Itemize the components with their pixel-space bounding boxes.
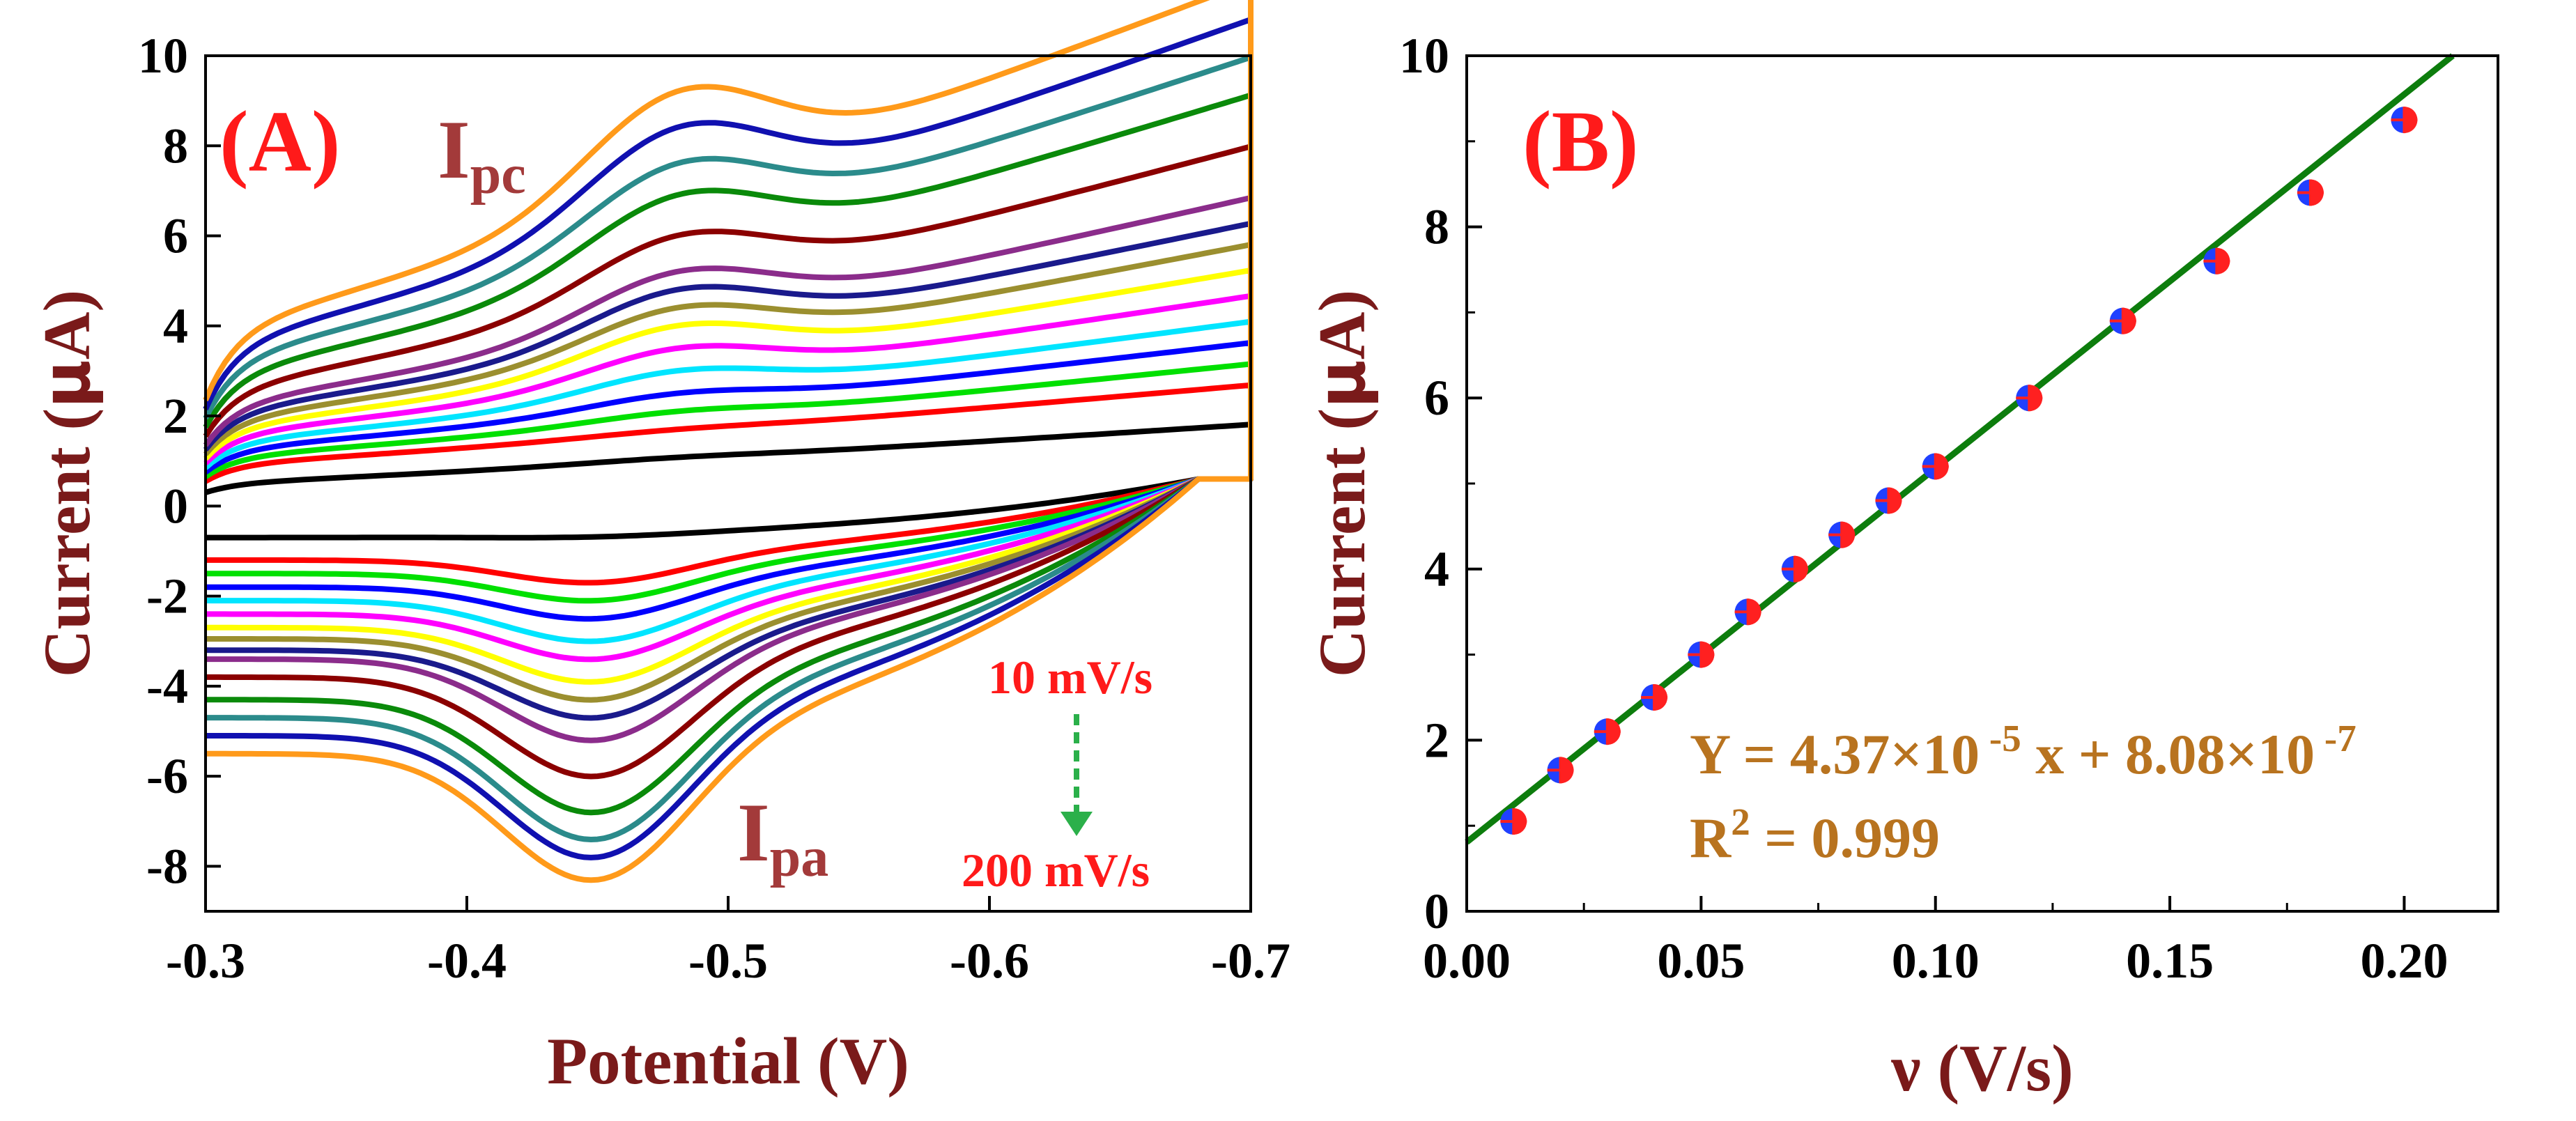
- panel-a-plot-frame: [204, 54, 1252, 913]
- data-point: [1547, 757, 1574, 784]
- y-tick-label: 6: [163, 208, 188, 264]
- fit-r-squared: R2 = 0.999: [1690, 801, 1940, 869]
- data-point: [1828, 521, 1856, 548]
- panel-b-x-ticks: 0.00 0.05 0.10 0.15 0.20: [1423, 896, 2448, 989]
- x-tick-label: 0.05: [1657, 933, 1745, 989]
- data-point: [1734, 598, 1761, 626]
- x-tick-label: -0.4: [427, 933, 507, 989]
- x-tick-label: -0.3: [166, 933, 245, 989]
- x-tick-label: 0.20: [2360, 933, 2448, 989]
- panel-b-y-ticks: 0 2 4 6 8 10: [1399, 28, 1482, 939]
- x-tick-label: 0.10: [1892, 933, 1980, 989]
- y-tick-label: 2: [1424, 712, 1449, 768]
- scan-rate-start-label: 10 mV/s: [988, 651, 1152, 704]
- panel-a-y-axis-label: Current (μA): [29, 290, 105, 677]
- panel-a-y-ticks: 10 8 6 4 2 0 -2 -4 -6 -8: [138, 28, 221, 894]
- y-tick-label: 4: [163, 298, 188, 354]
- data-point: [1875, 487, 1902, 514]
- x-tick-label: 0.00: [1423, 933, 1511, 989]
- data-points: [1500, 107, 2418, 835]
- y-tick-label: -2: [146, 569, 188, 624]
- linear-fit-line: [1465, 53, 2455, 845]
- fit-equation: Y = 4.37×10 -5 x + 8.08×10 -7: [1690, 717, 2357, 786]
- y-tick-label: 2: [163, 388, 188, 444]
- ipa-label-main: I: [737, 786, 770, 879]
- data-point: [1594, 718, 1621, 745]
- y-tick-label: 10: [138, 28, 188, 84]
- y-tick-label: 6: [1424, 370, 1449, 426]
- y-tick-label: 8: [163, 118, 188, 173]
- y-tick-label: 10: [1399, 28, 1449, 84]
- cv-curve-50-mV-s: [203, 318, 1254, 644]
- ipa-label: Ipa: [737, 786, 828, 888]
- cv-curves: [203, 0, 1254, 883]
- panel-b-y-axis-label: Current (μA): [1304, 290, 1380, 677]
- y-tick-label: -8: [146, 838, 188, 894]
- y-tick-label: -6: [146, 748, 188, 804]
- ipc-label-sub: pc: [470, 144, 526, 206]
- panel-a-label: (A): [219, 94, 341, 190]
- data-point: [2391, 107, 2418, 134]
- scan-rate-end-label: 200 mV/s: [962, 844, 1150, 897]
- data-point: [1781, 555, 1808, 582]
- y-tick-label: 0: [163, 478, 188, 534]
- y-tick-label: 4: [1424, 541, 1449, 597]
- data-point: [1922, 453, 1949, 480]
- cv-curve-40-mV-s: [203, 340, 1254, 622]
- fit-line-layer: [1465, 53, 2455, 845]
- panel-a: -0.3 -0.4 -0.5 -0.6 -0.7 10 8 6 4 2 0 -2 -4 -6 -8 (A)…: [29, 0, 1290, 1098]
- ipc-label-main: I: [438, 103, 470, 196]
- data-point: [2203, 247, 2230, 275]
- data-point: [1688, 641, 1715, 668]
- ipc-label: Ipc: [438, 103, 526, 206]
- scan-rate-arrow: [1061, 714, 1093, 836]
- x-tick-label: -0.5: [688, 933, 768, 989]
- data-point: [2109, 307, 2136, 334]
- panel-a-x-axis-label: Potential (V): [547, 1024, 909, 1098]
- data-point: [1641, 684, 1668, 711]
- y-tick-label: -4: [146, 658, 188, 714]
- y-tick-label: 8: [1424, 199, 1449, 255]
- x-tick-label: -0.7: [1211, 933, 1290, 989]
- panel-b: 0.00 0.05 0.10 0.15 0.20 0 2 4 6 8 10 (B) Y = 4.3…: [1304, 28, 2499, 1105]
- data-point: [2297, 179, 2324, 206]
- x-tick-label: -0.6: [950, 933, 1029, 989]
- ipa-label-sub: pa: [770, 827, 829, 888]
- panel-b-x-axis-label: ν (V/s): [1890, 1031, 2073, 1105]
- x-tick-label: 0.15: [2126, 933, 2214, 989]
- y-tick-label: 0: [1424, 883, 1449, 939]
- panel-b-label: (B): [1522, 94, 1639, 190]
- data-point: [1500, 808, 1527, 835]
- data-point: [2016, 385, 2043, 412]
- panel-a-x-ticks: -0.3 -0.4 -0.5 -0.6 -0.7: [166, 896, 1290, 989]
